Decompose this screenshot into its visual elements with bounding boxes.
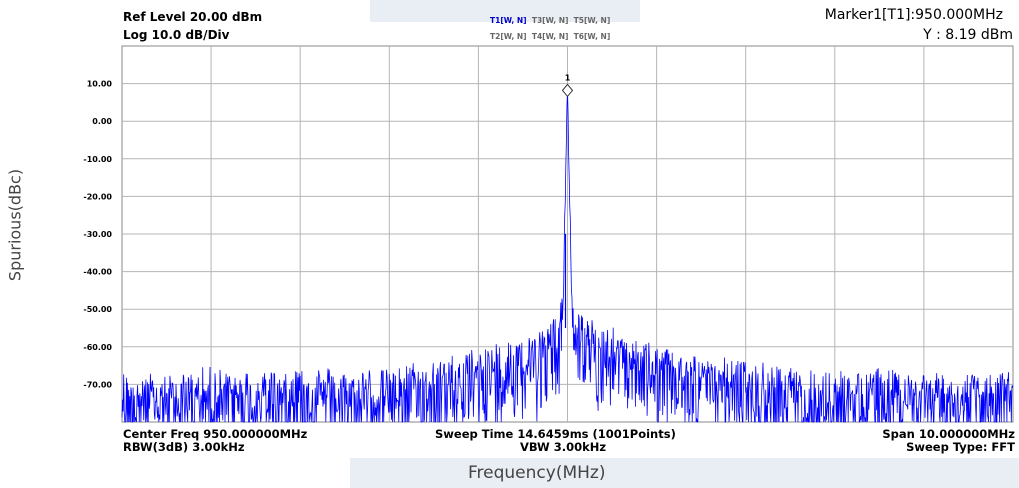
center-freq-label: Center Freq 950.000000MHz bbox=[123, 427, 308, 441]
marker-title: Marker1[T1]:950.000MHz bbox=[824, 7, 1003, 23]
marker-group: 1 bbox=[561, 73, 574, 98]
y-tick-label: -40.00 bbox=[83, 268, 112, 277]
rbw-label: RBW(3dB) 3.00kHz bbox=[123, 440, 245, 454]
scale-label: Log 10.0 dB/Div bbox=[123, 28, 230, 42]
marker-value: Y : 8.19 dBm bbox=[923, 27, 1013, 43]
grid bbox=[121, 45, 1014, 423]
marker-number: 1 bbox=[565, 73, 571, 82]
trace-t3: T3[W, N] bbox=[531, 16, 569, 25]
background-panel-bottom bbox=[350, 458, 1019, 488]
y-tick-label: 10.00 bbox=[87, 80, 113, 89]
y-tick-labels: 10.00 0.00 -10.00 -20.00 -30.00 -40.00 -50.00 -… bbox=[83, 80, 112, 390]
trace-t1: T1[W, N] bbox=[490, 16, 527, 25]
y-tick-label: 0.00 bbox=[92, 117, 112, 126]
sweep-type-label: Sweep Type: FFT bbox=[906, 440, 1015, 454]
background-panel-top bbox=[370, 0, 640, 22]
ref-level-label: Ref Level 20.00 dBm bbox=[123, 10, 263, 24]
y-tick-label: -60.00 bbox=[83, 343, 112, 352]
span-label: Span 10.000000MHz bbox=[882, 427, 1015, 441]
trace-list-row2: T2[W, N] T4[W, N] T6[W, N] bbox=[490, 32, 610, 41]
vbw-label: VBW 3.00kHz bbox=[520, 440, 607, 454]
sweep-time-label: Sweep Time 14.6459ms (1001Points) bbox=[435, 427, 676, 441]
y-tick-label: -30.00 bbox=[83, 230, 112, 239]
x-axis-title: Frequency(MHz) bbox=[468, 463, 606, 483]
trace-t5: T5[W, N] bbox=[573, 16, 611, 25]
trace-list-row1: T1[W, N] T3[W, N] T5[W, N] bbox=[490, 16, 610, 25]
y-tick-label: -10.00 bbox=[83, 155, 112, 164]
trace-t6: T6[W, N] bbox=[573, 32, 611, 41]
trace-t2: T2[W, N] bbox=[490, 32, 527, 41]
marker-diamond bbox=[561, 83, 574, 98]
trace-t4: T4[W, N] bbox=[531, 32, 569, 41]
y-tick-label: -20.00 bbox=[83, 192, 112, 201]
y-tick-label: -50.00 bbox=[83, 305, 112, 314]
y-tick-label: -70.00 bbox=[83, 380, 112, 389]
